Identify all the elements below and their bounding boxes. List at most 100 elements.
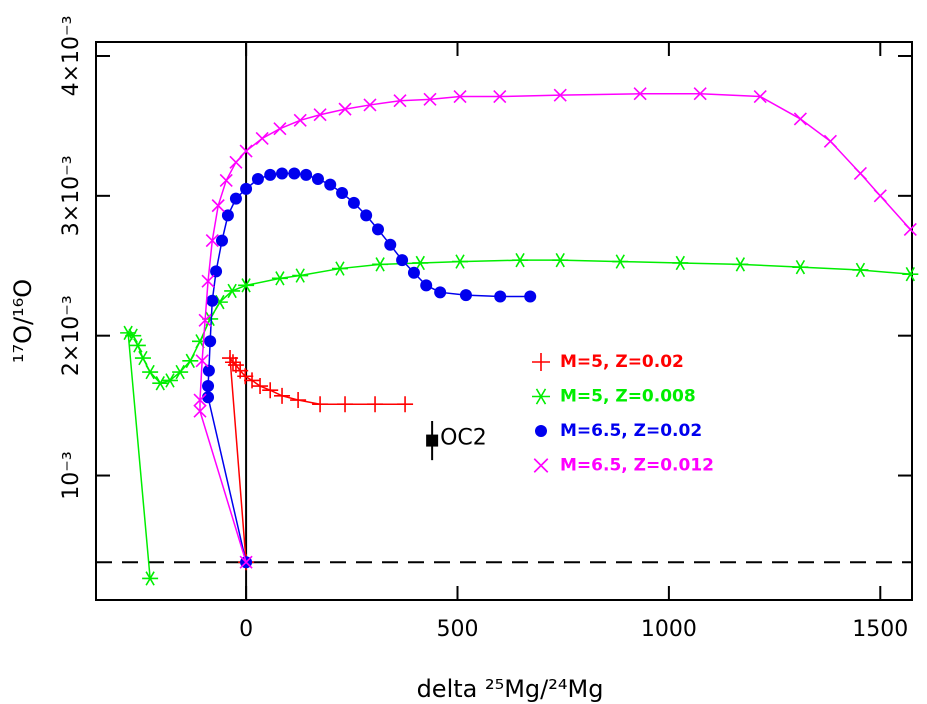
x-axis-label: delta ²⁵Mg/²⁴Mg [417,675,604,703]
marker [219,173,233,188]
legend-label: M=6.5, Z=0.02 [560,421,702,441]
marker [873,189,887,203]
marker [363,98,377,112]
marker [205,234,219,248]
y-tick-label: 2×10⁻³ [59,295,84,376]
legend-marker [532,388,550,405]
point-label: OC2 [440,426,487,451]
marker [244,372,261,389]
marker [264,168,277,181]
marker [251,173,264,186]
marker [134,350,151,366]
marker [204,335,217,348]
marker [273,122,287,136]
legend-label: M=5, Z=0.008 [560,387,696,407]
marker [434,286,447,299]
y-tick-label: 4×10⁻³ [59,16,84,97]
marker [129,338,146,353]
marker [459,289,472,302]
legend-label: M=5, Z=0.02 [560,352,684,372]
series-line [199,92,911,563]
marker [224,283,241,299]
marker [255,131,269,146]
marker [210,265,223,278]
marker [202,364,215,377]
marker [331,261,348,276]
marker [195,354,209,368]
marker [300,168,313,181]
marker [420,279,433,292]
marker [172,364,189,380]
marker [211,199,225,213]
marker [293,113,307,127]
marker [552,252,569,268]
marker [276,167,289,180]
x-tick-label: 0 [239,617,253,642]
marker [237,368,254,385]
marker [792,259,809,275]
marker [240,182,253,195]
marker [120,325,137,341]
marker [553,88,567,102]
marker [423,92,437,106]
marker [271,271,288,286]
marker [224,354,241,371]
marker [274,387,291,404]
marker [201,274,215,288]
marker [453,89,467,104]
marker [229,192,242,205]
marker [215,234,228,247]
marker [239,144,253,158]
marker [367,396,384,413]
marker [142,571,159,586]
marker [853,166,867,181]
marker [524,290,537,303]
marker [360,209,373,222]
marker [206,294,219,307]
marker [393,94,407,108]
marker [193,393,207,407]
marker [823,134,837,148]
marker [202,380,215,393]
marker [239,555,253,569]
y-axis-label: ¹⁷O/¹⁶O [9,279,37,363]
marker [312,396,329,413]
marker [198,313,212,327]
marker [396,254,409,267]
marker [229,155,243,169]
marker [338,102,352,116]
x-tick-label: 1000 [641,617,697,642]
legend-marker [532,353,550,371]
marker [161,373,178,388]
marker [182,353,199,369]
legend-marker [533,458,549,473]
marker [152,376,169,391]
marker [902,266,919,282]
marker [903,222,917,236]
marker [292,268,309,283]
y-tick-label: 3×10⁻³ [59,155,84,236]
marker [512,252,529,268]
marker [193,404,207,418]
y-tick-label: 10⁻³ [59,451,84,499]
marker [633,87,647,101]
marker [397,396,414,413]
marker [336,187,349,200]
marker [852,262,869,278]
series-line [207,172,531,563]
marker [693,87,707,101]
marker [793,112,807,126]
marker [337,396,354,413]
marker [324,178,337,191]
marker [252,378,269,395]
marker [732,257,749,272]
marker [125,328,142,343]
marker [372,257,389,272]
marker [372,223,385,236]
marker [347,196,360,209]
marker [493,89,507,104]
marker [612,254,629,269]
marker [262,382,279,399]
